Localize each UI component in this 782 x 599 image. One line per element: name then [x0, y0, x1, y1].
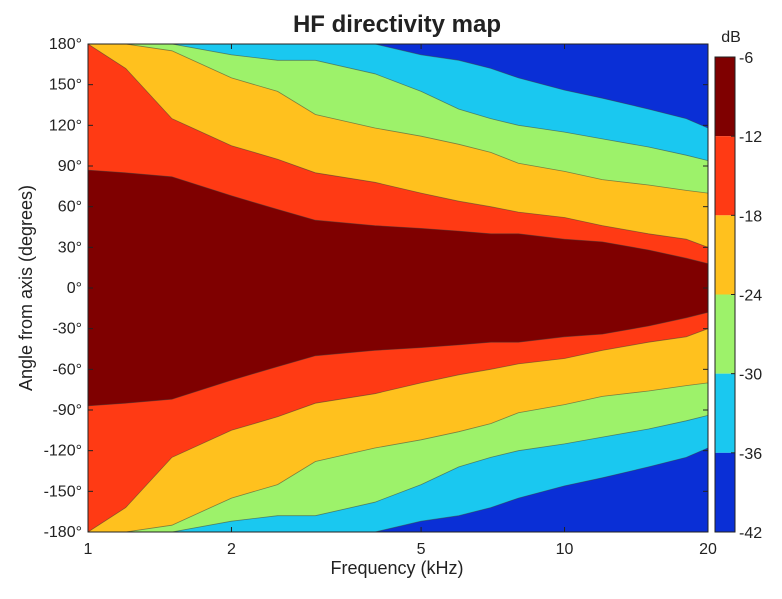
chart-title: HF directivity map [293, 11, 501, 38]
y-tick-label: -120° [44, 443, 82, 460]
x-tick-label: 1 [84, 541, 93, 558]
heatmap-plot-area [88, 44, 708, 532]
x-tick-label: 2 [227, 541, 236, 558]
y-tick-label: 30° [58, 239, 82, 256]
y-axis-label: Angle from axis (degrees) [16, 185, 36, 391]
y-tick-label: 120° [49, 117, 82, 134]
y-axis: 180° 150° 120° 90° 60° 30° 0° -30° -60° -90° -120°… [44, 36, 708, 541]
x-tick-label: 20 [699, 541, 717, 558]
colorbar-segment-3 [715, 215, 735, 295]
y-tick-label: 180° [49, 36, 82, 53]
y-tick-label: -60° [52, 361, 82, 378]
colorbar-segment-4 [715, 294, 735, 374]
x-tick-label: 5 [417, 541, 426, 558]
contour-band-level-1 [88, 169, 708, 407]
y-tick-label: 90° [58, 158, 82, 175]
colorbar-segment-6 [715, 452, 735, 532]
colorbar-segment-1 [715, 57, 735, 137]
colorbar-tick-label: -6 [739, 50, 753, 67]
colorbar-tick-label: -18 [739, 208, 762, 225]
colorbar-segment-5 [715, 373, 735, 453]
x-tick-label: 10 [556, 541, 574, 558]
y-tick-label: 60° [58, 199, 82, 216]
colorbar: -6 -12 -18 -24 -30 -36 -42 [714, 50, 762, 542]
x-axis-label: Frequency (kHz) [330, 558, 463, 578]
colorbar-tick-label: -36 [739, 446, 762, 463]
y-tick-label: -180° [44, 524, 82, 541]
colorbar-tick-label: -30 [739, 367, 762, 384]
y-tick-label: 150° [49, 77, 82, 94]
colorbar-segment-2 [715, 136, 735, 216]
y-tick-label: -90° [52, 402, 82, 419]
colorbar-tick-label: -42 [739, 525, 762, 542]
x-axis: 1 2 5 10 20 [84, 44, 717, 558]
y-tick-label: -150° [44, 483, 82, 500]
colorbar-tick-label: -12 [739, 129, 762, 146]
y-tick-label: -30° [52, 321, 82, 338]
y-tick-label: 0° [67, 280, 82, 297]
colorbar-tick-label: -24 [739, 288, 762, 305]
colorbar-unit-label: dB [721, 29, 741, 46]
